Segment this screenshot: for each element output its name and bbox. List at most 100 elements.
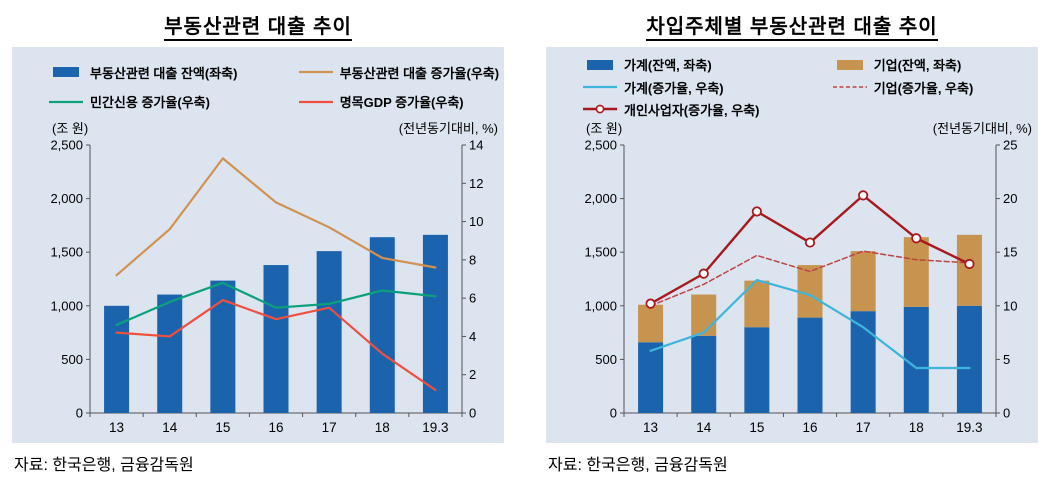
x-axis-label: 14 xyxy=(162,420,178,435)
legend-line-swatch-icon xyxy=(832,86,867,88)
left-axis-unit-label: (조 원) xyxy=(52,121,88,136)
legend-item: 기업(잔액, 좌축) xyxy=(832,55,1036,74)
x-axis-label: 16 xyxy=(802,420,817,435)
plot-area: (조 원) (전년동기대비, %) 0 500 1,000 1,500 2,000 2,500… xyxy=(50,121,498,435)
source-note: 자료: 한국은행, 금융감독원 xyxy=(548,457,728,474)
chart-panel-loans-by-borrower: 차입주체별 부동산관련 대출 추이 가계(잔액, 좌축) 기업(잔액, 좌축) 가계… xyxy=(546,8,1038,475)
right-axis-tick-label: 20 xyxy=(1003,191,1017,206)
left-axis-tick-label: 2,000 xyxy=(50,191,83,206)
data-line xyxy=(649,250,971,307)
bar-segment xyxy=(903,237,929,307)
right-axis-tick-label: 12 xyxy=(469,176,483,191)
chart-panel-total-loans: 부동산관련 대출 추이 부동산관련 대출 잔액(좌축) 부동산관련 대출 증가율(… xyxy=(12,8,504,475)
legend-label: 가계(잔액, 좌축) xyxy=(624,58,712,74)
bar-segment xyxy=(638,342,664,413)
data-point-marker xyxy=(858,190,869,201)
left-axis-tick-label: 1,000 xyxy=(50,298,83,313)
legend-item: 가계(잔액, 좌축) xyxy=(582,55,832,74)
bar-segment xyxy=(691,335,717,413)
x-axis-label: 19.3 xyxy=(956,420,982,435)
right-axis-tick-label: 6 xyxy=(469,291,476,306)
x-axis-label: 17 xyxy=(322,420,337,435)
bar-segment xyxy=(744,327,770,413)
x-axis-label: 15 xyxy=(749,420,764,435)
bar-segment xyxy=(903,306,929,413)
legend-label: 명목GDP 증가율(우축) xyxy=(339,95,464,111)
legend-bar-swatch-icon xyxy=(53,67,79,78)
right-axis-tick-label: 10 xyxy=(469,214,483,229)
legend-line-swatch-icon xyxy=(583,85,617,89)
legend-item: 민간신용 증가율(우축) xyxy=(48,92,298,111)
right-axis-tick-label: 25 xyxy=(1003,138,1017,153)
swatch-rect xyxy=(53,67,79,78)
legend: 부동산관련 대출 잔액(좌축) 부동산관련 대출 증가율(우축) 민간신용 증가율(… xyxy=(14,53,502,119)
chart-title: 부동산관련 대출 추이 xyxy=(12,10,504,41)
left-axis-tick-label: 1,000 xyxy=(584,298,617,313)
left-axis-tick-label: 2,000 xyxy=(584,191,617,206)
left-axis-unit-label: (조 원) xyxy=(586,121,622,136)
data-line xyxy=(649,278,971,370)
bar-segment xyxy=(157,294,183,413)
chart-box: 가계(잔액, 좌축) 기업(잔액, 좌축) 가계(증가율, 우축) 기업(증가율, 우… xyxy=(546,47,1038,443)
x-axis-label: 18 xyxy=(375,420,390,435)
left-axis-tick-label: 1,500 xyxy=(50,245,83,260)
chart-title-text: 부동산관련 대출 추이 xyxy=(164,16,352,41)
swatch-marker xyxy=(595,104,605,114)
data-point-marker xyxy=(804,237,816,248)
x-axis-label: 13 xyxy=(109,420,124,435)
legend: 가계(잔액, 좌축) 기업(잔액, 좌축) 가계(증가율, 우축) 기업(증가율, 우… xyxy=(548,53,1036,119)
legend-bar-swatch-icon xyxy=(587,59,613,70)
plot-area: (조 원) (전년동기대비, %) 0 500 1,000 1,500 2,000 2,500… xyxy=(584,121,1032,435)
legend-item: 부동산관련 대출 잔액(좌축) xyxy=(48,63,298,82)
data-line xyxy=(115,157,437,277)
left-axis-tick-label: 500 xyxy=(595,352,617,367)
bar-segment xyxy=(422,234,448,413)
bar-segment xyxy=(850,251,876,312)
legend-line-swatch-icon xyxy=(583,104,617,114)
bar-segment xyxy=(263,265,289,413)
legend-line-swatch-icon xyxy=(298,100,333,103)
data-line xyxy=(115,281,437,327)
x-axis-label: 16 xyxy=(268,420,283,435)
legend-line-swatch-icon xyxy=(298,71,333,74)
data-point-marker xyxy=(698,268,709,279)
left-axis-tick-label: 1,500 xyxy=(584,245,617,260)
legend-label: 부동산관련 대출 잔액(좌축) xyxy=(90,65,238,81)
chart-title-text: 차입주체별 부동산관련 대출 추이 xyxy=(646,16,938,41)
chart-title: 차입주체별 부동산관련 대출 추이 xyxy=(546,10,1038,41)
bar-segment xyxy=(956,305,982,413)
bar-segment xyxy=(104,305,130,413)
right-axis-tick-label: 10 xyxy=(1003,298,1017,313)
chart-box: 부동산관련 대출 잔액(좌축) 부동산관련 대출 증가율(우축) 민간신용 증가율(… xyxy=(12,47,504,443)
bar-segment xyxy=(638,304,664,343)
legend-item: 명목GDP 증가율(우축) xyxy=(298,92,502,111)
data-point-marker xyxy=(911,233,922,244)
left-axis-tick-label: 0 xyxy=(610,406,617,421)
data-line xyxy=(115,298,437,392)
data-point-marker xyxy=(751,206,762,217)
legend-label: 가계(증가율, 우축) xyxy=(624,80,724,96)
right-axis-unit-label: (전년동기대비, %) xyxy=(399,121,498,136)
bar-segment xyxy=(956,234,982,306)
swatch-rect xyxy=(836,59,863,70)
bar-segment xyxy=(316,251,342,413)
legend-line-swatch-icon xyxy=(49,100,83,103)
data-point-marker xyxy=(645,298,656,309)
x-axis-label: 19.3 xyxy=(422,420,448,435)
right-axis-tick-label: 5 xyxy=(1003,352,1010,367)
right-axis-tick-label: 8 xyxy=(469,252,476,267)
right-axis-tick-label: 14 xyxy=(469,138,483,153)
legend-label: 민간신용 증가율(우축) xyxy=(90,95,210,111)
right-axis-tick-label: 4 xyxy=(469,329,476,344)
right-axis-tick-label: 0 xyxy=(469,406,476,421)
legend-item: 기업(증가율, 우축) xyxy=(832,78,1036,97)
x-axis-label: 13 xyxy=(643,420,658,435)
left-axis-tick-label: 500 xyxy=(61,352,83,367)
bar-segment xyxy=(691,294,717,336)
left-axis-tick-label: 0 xyxy=(76,406,83,421)
legend-item: 개인사업자(증가율, 우축) xyxy=(582,100,832,119)
legend-bar-swatch-icon xyxy=(836,59,863,70)
legend-label: 부동산관련 대출 증가율(우축) xyxy=(339,65,500,81)
source-note: 자료: 한국은행, 금융감독원 xyxy=(14,457,194,474)
